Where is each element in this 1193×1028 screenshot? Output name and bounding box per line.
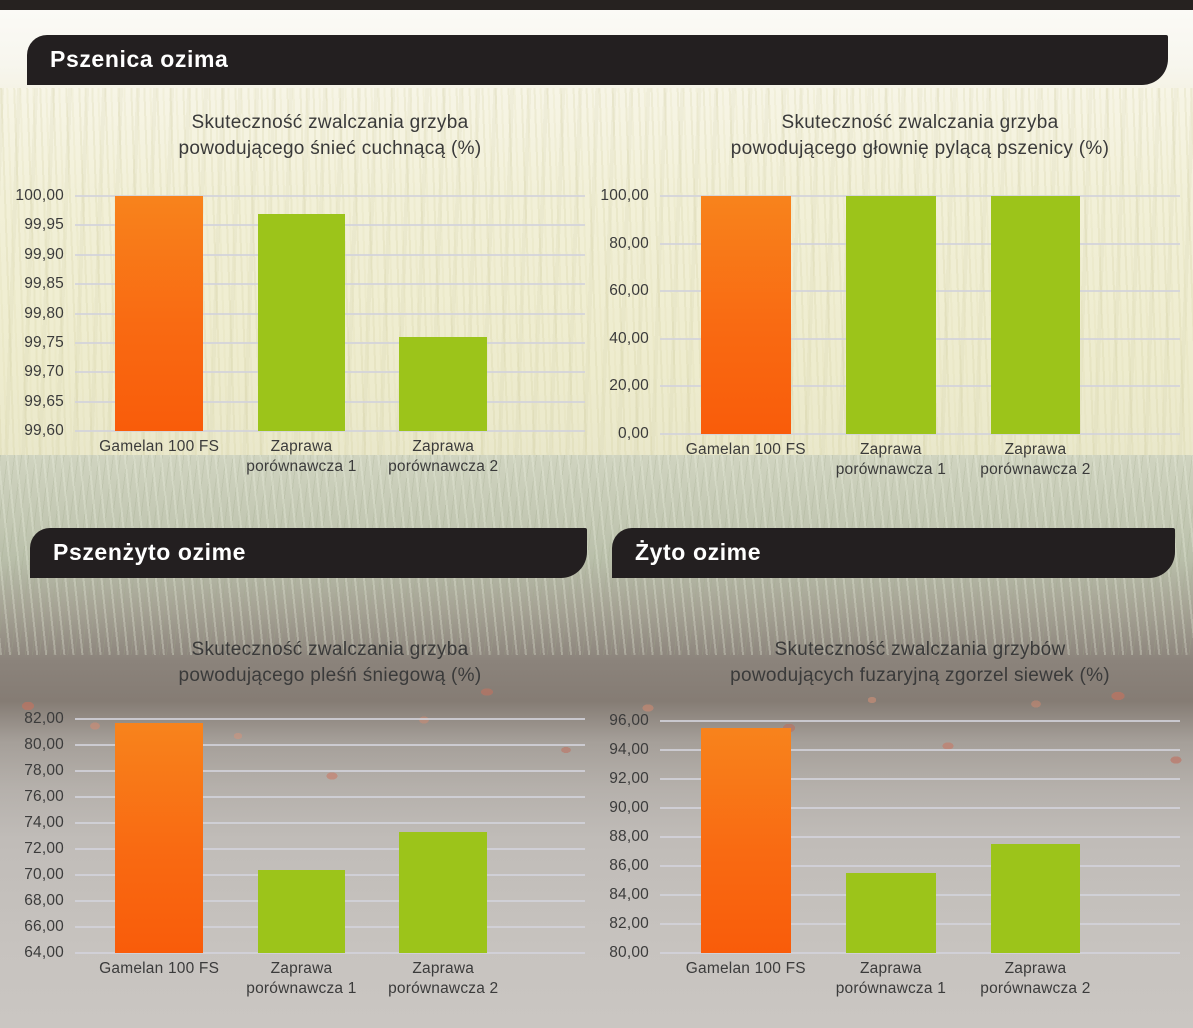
y-tick-label: 66,00 bbox=[24, 918, 64, 935]
plot-area: 100,00 99,95 99,90 99,85 99,80 99,75 99,70 99,6… bbox=[15, 187, 585, 475]
chart-title: Skuteczność zwalczania grzyba powodujące… bbox=[178, 112, 482, 159]
y-tick-label: 100,00 bbox=[15, 187, 64, 204]
plot-area: 96,00 94,00 92,00 90,00 88,00 86,00 84,00 82,00… bbox=[609, 712, 1180, 997]
y-tick-label: 99,60 bbox=[24, 422, 64, 439]
y-tick-label: 99,95 bbox=[24, 216, 64, 234]
plot-area: 82,00 80,00 78,00 76,00 74,00 72,00 70,00 68,00… bbox=[24, 710, 585, 997]
y-tick-label: 82,00 bbox=[24, 710, 64, 727]
y-tick-label: 99,70 bbox=[24, 363, 64, 381]
gridline bbox=[660, 720, 1180, 722]
x-axis-label: Zaprawa porównawcza 1 bbox=[835, 441, 947, 478]
section-banner-label: Żyto ozime bbox=[635, 538, 762, 565]
gridline bbox=[660, 865, 1180, 867]
gridline bbox=[660, 749, 1180, 751]
y-tick-label: 99,90 bbox=[24, 245, 64, 263]
bar-zaprawa-porównawcza-1 bbox=[846, 196, 936, 434]
y-tick-label: 86,00 bbox=[609, 857, 649, 874]
top-dark-strip bbox=[0, 0, 1193, 10]
x-axis-label: Gamelan 100 FS bbox=[99, 438, 220, 455]
gridline bbox=[660, 778, 1180, 780]
plot-area: 100,00 80,00 60,00 40,00 20,00 0,00 Gamelan 10… bbox=[600, 187, 1180, 478]
y-tick-label: 60,00 bbox=[609, 282, 649, 300]
x-axis-label: Zaprawa porównawcza 2 bbox=[388, 438, 499, 475]
bar-zaprawa-porównawcza-1 bbox=[846, 873, 936, 953]
y-tick-label: 0,00 bbox=[618, 425, 649, 442]
section-banner-zyto-ozime: Żyto ozime bbox=[612, 528, 1175, 578]
x-axis-label: Gamelan 100 FS bbox=[685, 441, 806, 458]
section-banner-pszenica-ozima: Pszenica ozima bbox=[27, 35, 1168, 85]
bar-zaprawa-porównawcza-2 bbox=[990, 196, 1081, 434]
bar-gamelan-100-fs bbox=[115, 722, 203, 953]
gridline bbox=[75, 795, 585, 798]
bar-gamelan-100-fs bbox=[701, 196, 791, 434]
section-banner-label: Pszenżyto ozime bbox=[53, 538, 247, 565]
y-tick-label: 80,00 bbox=[24, 736, 64, 753]
bar-zaprawa-porównawcza-2 bbox=[399, 832, 488, 953]
gridline bbox=[75, 822, 585, 824]
x-axis-label: Zaprawa porównawcza 1 bbox=[835, 960, 947, 997]
y-tick-label: 72,00 bbox=[24, 840, 64, 857]
x-axis-label: Gamelan 100 FS bbox=[99, 960, 220, 977]
chart-title: Skuteczność zwalczania grzyba powodujące… bbox=[730, 112, 1110, 159]
section-banner-label: Pszenica ozima bbox=[50, 45, 229, 72]
y-tick-label: 74,00 bbox=[24, 814, 64, 831]
y-tick-label: 99,85 bbox=[24, 275, 64, 293]
y-tick-label: 84,00 bbox=[609, 886, 649, 903]
y-tick-label: 88,00 bbox=[609, 828, 649, 845]
gridline bbox=[75, 744, 585, 746]
gridline bbox=[75, 770, 585, 772]
y-tick-label: 99,65 bbox=[24, 392, 64, 410]
y-tick-label: 78,00 bbox=[24, 762, 64, 779]
y-tick-label: 90,00 bbox=[609, 799, 649, 816]
x-axis-label: Zaprawa porównawcza 2 bbox=[388, 960, 499, 997]
bar-zaprawa-porównawcza-2 bbox=[399, 337, 488, 431]
y-tick-label: 99,80 bbox=[24, 304, 64, 322]
gridline bbox=[75, 848, 585, 850]
bar-zaprawa-porównawcza-1 bbox=[257, 869, 346, 953]
y-tick-label: 100,00 bbox=[600, 187, 649, 204]
y-tick-label: 20,00 bbox=[609, 377, 649, 395]
y-tick-label: 92,00 bbox=[609, 770, 649, 787]
y-tick-label: 76,00 bbox=[24, 787, 64, 805]
y-tick-label: 96,00 bbox=[609, 712, 649, 729]
gridline bbox=[75, 718, 585, 720]
gridline bbox=[660, 836, 1180, 838]
x-axis-label: Zaprawa porównawcza 2 bbox=[980, 960, 1091, 997]
gridline bbox=[75, 952, 585, 954]
y-tick-label: 82,00 bbox=[609, 915, 649, 932]
chart-title: Skuteczność zwalczania grzyba powodujące… bbox=[178, 639, 482, 686]
chart-title: Skuteczność zwalczania grzybów powodując… bbox=[730, 639, 1110, 686]
gridline bbox=[75, 195, 585, 197]
y-tick-label: 80,00 bbox=[609, 944, 649, 961]
x-axis-label: Zaprawa porównawcza 2 bbox=[980, 441, 1091, 478]
gridline bbox=[660, 807, 1180, 809]
x-axis-label: Gamelan 100 FS bbox=[685, 960, 806, 977]
section-banner-pszenzyto-ozime: Pszenżyto ozime bbox=[30, 528, 587, 578]
y-tick-label: 94,00 bbox=[609, 741, 649, 758]
y-tick-label: 68,00 bbox=[24, 892, 64, 909]
y-tick-label: 99,75 bbox=[24, 333, 64, 351]
gridline bbox=[75, 430, 585, 432]
y-tick-label: 80,00 bbox=[609, 234, 649, 252]
bar-zaprawa-porównawcza-2 bbox=[990, 844, 1081, 953]
y-tick-label: 64,00 bbox=[24, 944, 64, 961]
bar-zaprawa-porównawcza-1 bbox=[257, 213, 346, 431]
gridline bbox=[660, 433, 1180, 435]
bar-gamelan-100-fs bbox=[115, 196, 203, 431]
bar-gamelan-100-fs bbox=[701, 728, 791, 953]
x-axis-label: Zaprawa porównawcza 1 bbox=[246, 960, 357, 997]
x-axis-label: Zaprawa porównawcza 1 bbox=[246, 438, 357, 475]
gridline bbox=[660, 952, 1180, 954]
y-tick-label: 70,00 bbox=[24, 865, 64, 883]
y-tick-label: 40,00 bbox=[609, 329, 649, 347]
